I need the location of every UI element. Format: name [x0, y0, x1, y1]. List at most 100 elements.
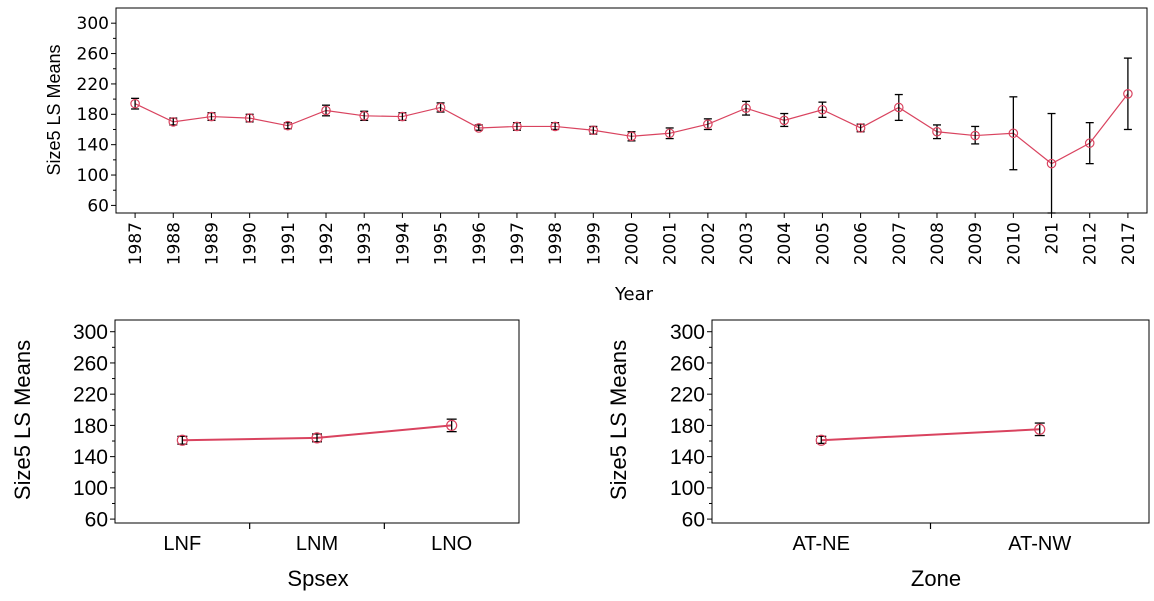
data-point	[397, 111, 408, 122]
x-ticks: LNF LNM LNO	[163, 523, 472, 555]
x-ticks: AT-NE AT-NW	[793, 523, 1071, 555]
data-point	[446, 419, 458, 432]
x-tick-label: 1993	[355, 222, 375, 265]
series	[176, 418, 458, 446]
plot-frame	[114, 319, 520, 524]
x-tick-label: 1990	[241, 222, 261, 265]
x-tick-label: 1996	[470, 222, 490, 265]
data-point	[1123, 88, 1133, 99]
data-point	[512, 121, 522, 132]
x-tick-label: 1994	[393, 222, 413, 265]
data-point	[855, 123, 866, 133]
y-ticks: 60 100 140 180 220 260 300	[73, 321, 115, 531]
data-point	[473, 123, 484, 133]
data-point	[550, 121, 560, 132]
y-tick-label: 300	[73, 321, 108, 344]
series-line	[821, 428, 1040, 442]
data-point	[1084, 138, 1095, 148]
x-tick-label: 2001	[661, 222, 681, 265]
y-axis-title: Size5 LS Means	[606, 340, 631, 500]
x-tick-label: LNM	[296, 533, 338, 555]
y-tick-label: 100	[670, 477, 705, 500]
data-point	[817, 104, 828, 115]
chart-year: Size5 LS Means Year 60 100 140 180 220 260 300…	[44, 7, 1148, 305]
y-tick-label: 220	[77, 75, 109, 95]
y-tick-label: 260	[77, 45, 109, 65]
data-point	[311, 432, 323, 444]
y-tick-label: 140	[670, 446, 705, 469]
x-tick-label: LNO	[431, 533, 472, 555]
data-point	[130, 98, 140, 109]
data-point	[244, 113, 255, 123]
x-tick-label: 1989	[202, 222, 222, 265]
plot-frame	[115, 7, 1148, 214]
x-tick-label: 2004	[775, 222, 795, 265]
x-tick-label: 2012	[1081, 222, 1101, 265]
x-tick-label: 2009	[966, 222, 986, 265]
data-point	[893, 102, 904, 113]
y-tick-label: 140	[77, 136, 109, 156]
y-tick-label: 60	[85, 508, 108, 531]
data-point	[321, 105, 331, 116]
x-tick-label: 2008	[928, 222, 948, 265]
y-tick-label: 100	[77, 166, 109, 186]
y-tick-label: 180	[670, 415, 705, 438]
x-tick-label: 1987	[126, 222, 146, 265]
data-point	[206, 111, 217, 122]
data-point	[283, 120, 293, 131]
data-point	[176, 434, 188, 446]
plot-frame	[711, 319, 1150, 524]
y-tick-label: 260	[73, 352, 108, 375]
data-point	[779, 115, 790, 126]
data-point	[626, 131, 637, 142]
x-tick-label: AT-NE	[793, 533, 850, 555]
data-point	[168, 117, 179, 127]
chart-spsex: Size5 LS Means Spsex 60 100 140 180 220 260 30…	[10, 319, 520, 591]
data-point	[1046, 158, 1057, 169]
data-point	[741, 103, 751, 114]
data-point	[703, 119, 713, 129]
y-tick-label: 300	[670, 321, 705, 344]
x-tick-label: 1992	[317, 222, 337, 265]
x-tick-label: 201	[1043, 222, 1063, 254]
data-point	[970, 130, 980, 141]
x-tick-label: LNF	[163, 533, 201, 555]
x-tick-label: 2000	[623, 222, 643, 265]
data-point	[932, 126, 942, 137]
x-tick-label: 1999	[584, 222, 604, 265]
x-tick-label: 2003	[737, 222, 757, 265]
x-tick-label: 1998	[546, 222, 566, 265]
chart-zone: Size5 LS Means Zone 60 100 140 180 220 260 300…	[606, 319, 1150, 591]
y-tick-label: 220	[670, 384, 705, 407]
data-point	[588, 125, 599, 136]
y-ticks: 60 100 140 180 220 260 300	[670, 321, 712, 531]
x-tick-label: 2006	[852, 222, 872, 265]
data-point	[359, 111, 370, 121]
y-tick-label: 100	[73, 477, 108, 500]
x-tick-label: 1995	[432, 222, 452, 265]
series	[130, 57, 1133, 214]
data-point	[815, 434, 827, 446]
y-tick-label: 180	[73, 415, 108, 438]
y-tick-label: 220	[73, 384, 108, 407]
y-tick-label: 260	[670, 352, 705, 375]
series	[815, 422, 1046, 446]
x-tick-label: 2010	[1004, 222, 1024, 265]
x-axis-title: Spsex	[287, 566, 348, 591]
x-ticks: 1987 1988 1989 1990 1991 1992 1993 1994 1995 1996…	[126, 213, 1139, 265]
x-tick-label: 2017	[1119, 222, 1139, 265]
x-axis-title: Year	[614, 284, 654, 305]
x-axis-title: Zone	[911, 566, 961, 591]
x-tick-label: 2002	[699, 222, 719, 265]
x-tick-label: 1988	[164, 222, 184, 265]
x-tick-label: 2005	[813, 222, 833, 265]
y-tick-label: 180	[77, 105, 109, 125]
y-tick-label: 60	[682, 508, 705, 531]
x-tick-label: 1997	[508, 222, 528, 265]
y-axis-title: Size5 LS Means	[44, 44, 64, 175]
data-point	[664, 128, 675, 139]
data-point	[435, 102, 446, 113]
y-tick-label: 140	[73, 446, 108, 469]
x-tick-label: AT-NW	[1008, 533, 1071, 555]
